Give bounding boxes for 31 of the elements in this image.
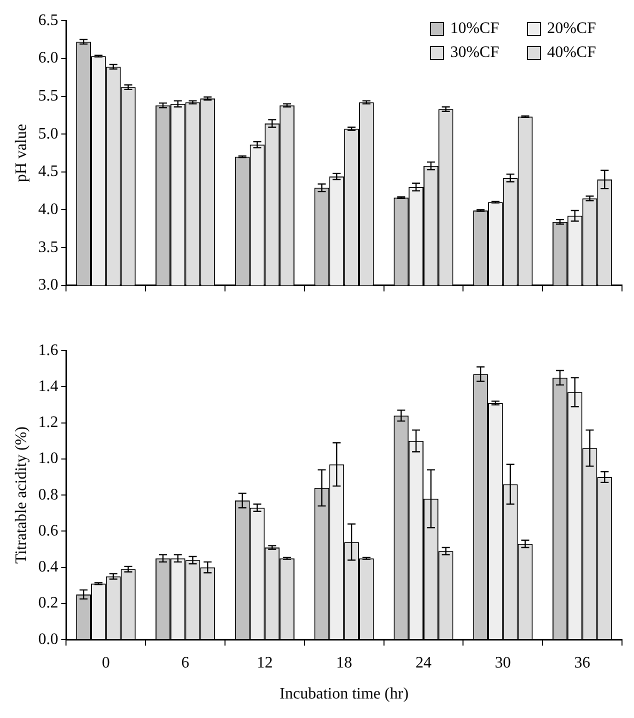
x-tick-label: 6	[181, 654, 190, 672]
y-axis-title: Titratable acidity (%)	[12, 426, 30, 564]
y-tick-label: 0.8	[38, 486, 58, 504]
y-tick-label: 1.4	[38, 378, 58, 395]
legend-label: 40%CF	[547, 44, 596, 62]
y-tick-label: 0.4	[38, 558, 58, 576]
y-tick-label: 1.0	[38, 450, 58, 468]
y-tick-label: 6.5	[38, 12, 58, 29]
y-tick-label: 0.2	[38, 594, 58, 612]
y-tick-label: 0.6	[38, 522, 58, 540]
y-axis-title: pH value	[12, 124, 30, 182]
y-tick-label: 5.5	[38, 87, 58, 104]
x-axis-title: Incubation time (hr)	[280, 686, 409, 703]
x-tick-label: 24	[416, 654, 432, 672]
y-tick-label: 3.5	[38, 238, 58, 256]
y-tick-label: 0.0	[38, 630, 58, 648]
x-tick-label: 18	[336, 654, 352, 672]
y-tick-label: 5.0	[38, 125, 58, 142]
y-tick-label: 4.5	[38, 163, 58, 180]
legend-label: 20%CF	[547, 20, 596, 38]
y-tick-label: 1.2	[38, 414, 58, 432]
x-tick-label: 30	[494, 654, 511, 672]
y-tick-label: 3.0	[38, 276, 58, 294]
x-tick-label: 0	[102, 654, 110, 672]
y-tick-label: 1.6	[38, 342, 58, 359]
y-tick-label: 4.0	[38, 200, 58, 218]
legend-label: 10%CF	[450, 20, 500, 38]
x-tick-label: 36	[574, 654, 590, 672]
y-tick-label: 6.0	[38, 50, 58, 67]
x-tick-label: 12	[256, 654, 273, 672]
legend-label: 30%CF	[450, 44, 500, 62]
